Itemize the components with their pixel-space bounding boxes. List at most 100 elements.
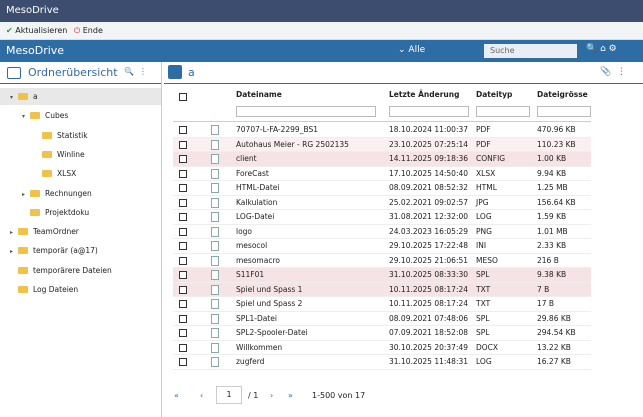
cell: HTML-Datei bbox=[236, 183, 280, 192]
file-row[interactable]: S11F01 31.10.2025 08:33:30 SPL 9.38 KB bbox=[173, 268, 591, 283]
tree-node[interactable]: Statistik bbox=[0, 127, 161, 144]
folder-icon bbox=[18, 286, 28, 293]
column-filter[interactable] bbox=[236, 106, 376, 117]
table-header: Dateiname Letzte Änderung Dateityp Dateigrö… bbox=[173, 88, 591, 122]
column-filter[interactable] bbox=[476, 106, 530, 117]
row-checkbox[interactable] bbox=[179, 155, 187, 163]
row-checkbox[interactable] bbox=[179, 329, 187, 337]
row-checkbox[interactable] bbox=[179, 343, 187, 352]
row-checkbox[interactable] bbox=[179, 242, 187, 250]
cell: 1.59 KB bbox=[537, 212, 567, 221]
node-label: temporärere Dateien bbox=[33, 265, 112, 275]
toolbar: ✔ Aktualisieren ⏻ Ende bbox=[0, 22, 643, 40]
file-row[interactable]: 70707-L-FA-2299_BS1 18.10.2024 11:00:37 PD… bbox=[173, 123, 591, 138]
search-box[interactable]: Suche bbox=[484, 44, 577, 58]
row-checkbox[interactable] bbox=[179, 126, 187, 134]
file-row[interactable]: Spiel und Spass 2 10.11.2025 08:17:24 TXT 1… bbox=[173, 297, 591, 312]
page-input[interactable]: 1 bbox=[216, 386, 242, 404]
file-row[interactable]: mesocol 29.10.2025 17:22:48 INI 2.33 KB bbox=[173, 239, 591, 254]
row-checkbox[interactable] bbox=[179, 198, 187, 207]
column-header[interactable]: Letzte Änderung bbox=[389, 90, 460, 99]
cell: 16.27 KB bbox=[537, 357, 571, 366]
file-row[interactable]: Kalkulation 25.02.2021 09:02:57 JPG 156.64 … bbox=[173, 196, 591, 210]
row-checkbox[interactable] bbox=[179, 285, 187, 294]
folder-icon bbox=[30, 208, 40, 216]
app-icons[interactable]: 🔍 ⌂ ⚙ bbox=[586, 44, 617, 54]
lock-icon bbox=[168, 65, 182, 79]
tree-node[interactable]: ▸ TeamOrdner bbox=[0, 223, 161, 240]
page-total: / 1 bbox=[248, 391, 259, 400]
tree-node[interactable]: ▾ a bbox=[0, 88, 161, 105]
node-label: a bbox=[33, 92, 38, 101]
row-checkbox[interactable] bbox=[179, 256, 187, 265]
cell: S11F01 bbox=[236, 270, 265, 279]
select-all[interactable] bbox=[179, 93, 187, 101]
last-page[interactable]: » bbox=[288, 391, 293, 400]
refresh-button[interactable]: Aktualisieren bbox=[15, 26, 68, 35]
row-checkbox[interactable] bbox=[179, 184, 187, 192]
cell: 70707-L-FA-2299_BS1 bbox=[236, 125, 318, 134]
filter-dropdown[interactable]: ⌄ Alle bbox=[398, 45, 426, 55]
file-icon bbox=[211, 270, 219, 280]
row-checkbox[interactable] bbox=[179, 213, 187, 221]
row-checkbox[interactable] bbox=[179, 169, 187, 178]
sidebar-title: Ordnerübersicht bbox=[28, 66, 118, 79]
file-row[interactable]: zugferd 31.10.2025 11:48:31 LOG 16.27 KB bbox=[173, 355, 591, 370]
path-actions[interactable]: 📎 ⋮ bbox=[600, 67, 626, 77]
tree-node[interactable]: ▾ Cubes bbox=[0, 107, 161, 124]
tree-node[interactable]: XLSX bbox=[0, 165, 161, 182]
row-checkbox[interactable] bbox=[179, 271, 187, 279]
folder-icon bbox=[42, 131, 52, 139]
row-checkbox[interactable] bbox=[179, 227, 187, 236]
next-page[interactable]: › bbox=[270, 391, 274, 400]
file-row[interactable]: LOG-Datei 31.08.2021 12:32:00 LOG 1.59 KB bbox=[173, 210, 591, 225]
file-icon bbox=[211, 284, 219, 295]
column-filter[interactable] bbox=[537, 106, 591, 117]
node-label: XLSX bbox=[57, 169, 77, 179]
row-checkbox[interactable] bbox=[179, 140, 187, 149]
file-row[interactable]: HTML-Datei 08.09.2021 08:52:32 HTML 1.25 MB bbox=[173, 181, 591, 196]
file-row[interactable]: SPL2-Spooler-Datei 07.09.2021 18:52:08 SPL… bbox=[173, 326, 591, 341]
expander: ▸ bbox=[10, 229, 14, 237]
file-row[interactable]: Willkommen 30.10.2025 20:37:49 DOCX 13.22 K… bbox=[173, 341, 591, 355]
tree-node[interactable]: Log Dateien bbox=[0, 281, 161, 298]
node-label: Log Dateien bbox=[33, 285, 79, 294]
row-checkbox[interactable] bbox=[179, 300, 187, 308]
cell: mesomacro bbox=[236, 255, 280, 265]
node-label: Winline bbox=[57, 149, 85, 159]
tree-node[interactable]: Projektdoku bbox=[0, 204, 161, 221]
file-row[interactable]: client 14.11.2025 09:18:36 CONFIG 1.00 KB bbox=[173, 152, 591, 167]
page-range: 1-500 von 17 bbox=[312, 391, 366, 400]
cell: Willkommen bbox=[236, 342, 283, 352]
tree-node[interactable]: Winline bbox=[0, 146, 161, 163]
exit-button[interactable]: Ende bbox=[82, 26, 103, 35]
cell: SPL bbox=[476, 328, 490, 337]
first-page[interactable]: « bbox=[174, 391, 179, 400]
folder-icon bbox=[30, 112, 40, 120]
sidebar-actions[interactable]: 🔍 ⋮ bbox=[124, 67, 148, 76]
column-header[interactable]: Dateityp bbox=[476, 90, 513, 99]
file-row[interactable]: ForeCast 17.10.2025 14:50:40 XLSX 9.94 KB bbox=[173, 167, 591, 181]
column-header[interactable]: Dateiname bbox=[236, 90, 282, 99]
file-row[interactable]: SPL1-Datei 08.09.2021 07:48:06 SPL 29.86 KB bbox=[173, 312, 591, 326]
cell: 1.25 MB bbox=[537, 183, 568, 192]
tree-node[interactable]: ▸ temporär (a@17) bbox=[0, 242, 161, 259]
file-row[interactable]: Autohaus Meier - RG 2502135 23.10.2025 07… bbox=[173, 137, 591, 152]
prev-page[interactable]: ‹ bbox=[200, 391, 204, 400]
row-checkbox[interactable] bbox=[179, 358, 187, 366]
node-label: Cubes bbox=[45, 111, 69, 121]
file-row[interactable]: Spiel und Spass 1 10.11.2025 08:17:24 TXT 7… bbox=[173, 282, 591, 297]
column-header[interactable]: Dateigrösse bbox=[537, 90, 588, 99]
node-label: temporär (a@17) bbox=[33, 246, 98, 256]
cell: INI bbox=[476, 241, 487, 250]
file-row[interactable]: mesomacro 29.10.2025 21:06:51 MESO 216 B bbox=[173, 254, 591, 268]
file-row[interactable]: logo 24.03.2023 16:05:29 PNG 1.01 MB bbox=[173, 225, 591, 239]
tree-node[interactable]: ▸ Rechnungen bbox=[0, 185, 161, 202]
check-icon: ✔ bbox=[6, 26, 13, 35]
row-checkbox[interactable] bbox=[179, 314, 187, 323]
cell: 470.96 KB bbox=[537, 125, 576, 134]
column-filter[interactable] bbox=[389, 106, 469, 117]
cell: 17 B bbox=[537, 299, 555, 308]
cell: mesocol bbox=[236, 241, 268, 250]
tree-node[interactable]: temporärere Dateien bbox=[0, 262, 161, 279]
